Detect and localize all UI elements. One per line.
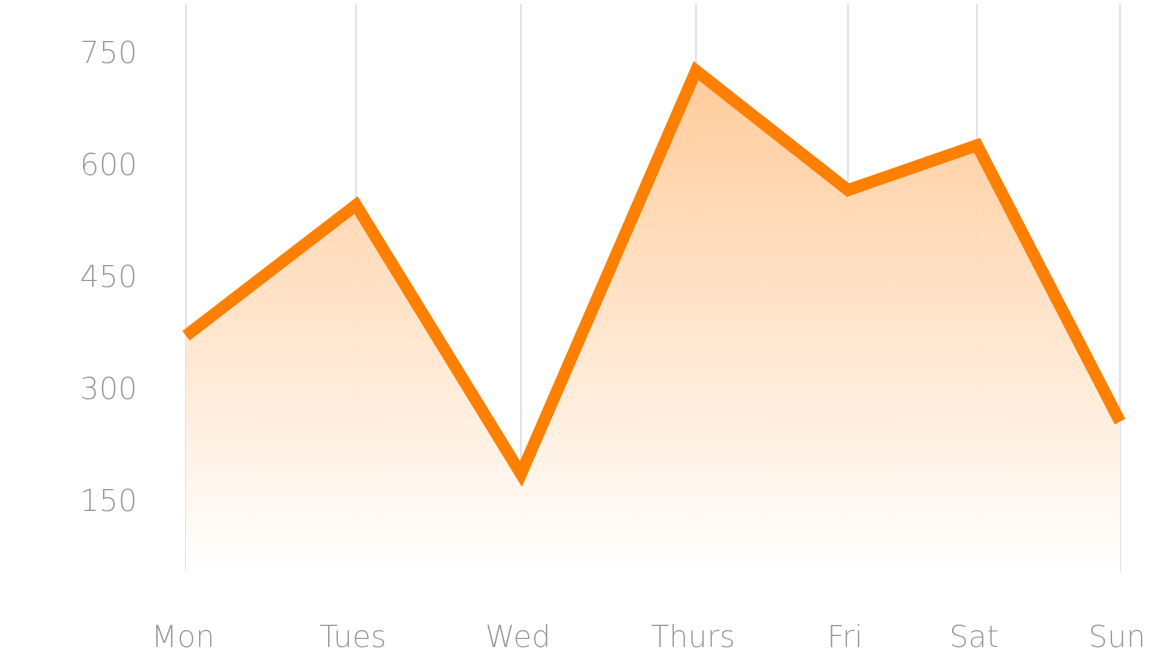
y-tick-label: 150 (80, 484, 137, 519)
x-tick-label-sun: Sun (1088, 620, 1145, 654)
x-tick-label-wed: Wed (485, 620, 550, 654)
data-point-sun (1114, 416, 1126, 428)
y-tick-label: 450 (80, 260, 137, 295)
x-tick-label-mon: Mon (151, 620, 214, 654)
area-fill-group (186, 70, 1120, 572)
y-tick-label: 600 (80, 148, 137, 183)
y-tick-label: 750 (80, 36, 137, 71)
data-point-tues (350, 199, 362, 211)
data-point-sat (971, 139, 983, 151)
area-fill (186, 70, 1120, 572)
y-axis-ticks: 750 600 450 300 150 (80, 36, 137, 519)
data-point-fri (842, 184, 854, 196)
x-tick-label-thurs: Thurs (651, 620, 735, 654)
data-point-mon (180, 330, 192, 342)
x-tick-label-sat: Sat (949, 620, 998, 654)
x-tick-label-tues: Tues (320, 620, 387, 654)
y-tick-label: 300 (80, 372, 137, 407)
data-point-wed (515, 468, 527, 480)
series-line (182, 61, 1126, 487)
data-point-thurs (690, 65, 702, 77)
x-tick-label-fri: Fri (827, 620, 863, 654)
x-axis-ticks: Mon Tues Wed Thurs Fri Sat Sun (151, 620, 1145, 654)
series-line-group (180, 61, 1126, 487)
